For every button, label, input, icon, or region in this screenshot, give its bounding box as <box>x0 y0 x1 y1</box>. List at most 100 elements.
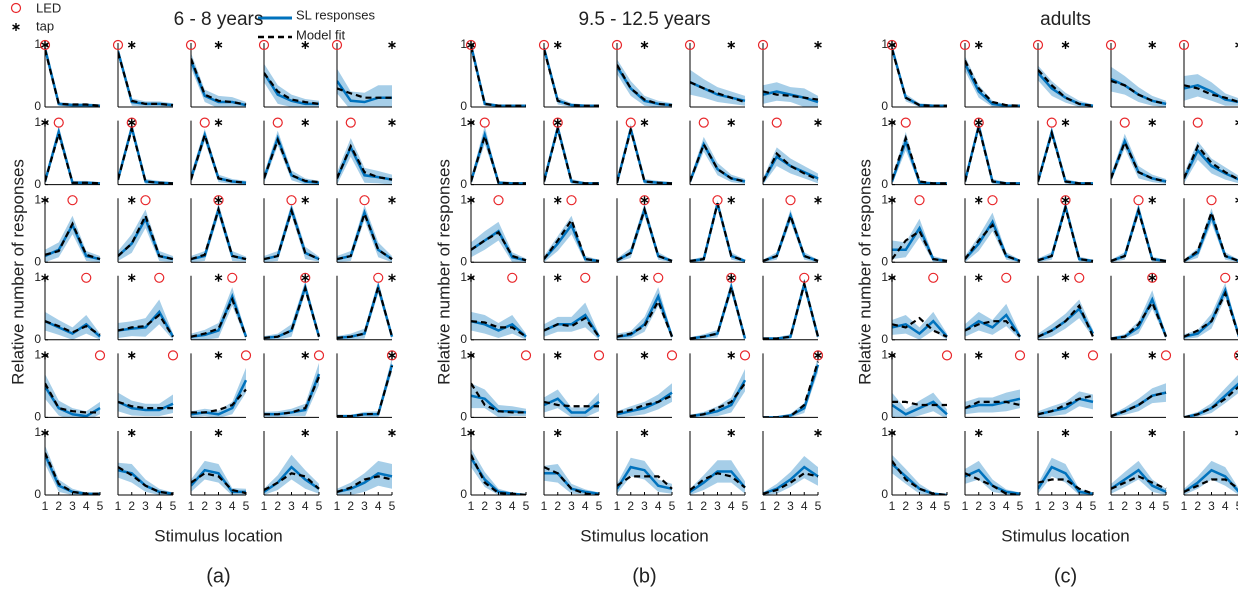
subplot <box>1111 383 1166 417</box>
y-tick-label: 1 <box>460 270 467 284</box>
x-tick-label: 3 <box>1135 499 1142 513</box>
sl-line <box>544 48 599 106</box>
x-tick-label: 1 <box>261 499 268 513</box>
subplot <box>264 363 319 418</box>
led-marker <box>141 196 150 205</box>
subplot <box>1111 461 1166 495</box>
x-tick-label: 3 <box>288 499 295 513</box>
y-tick-label: 1 <box>460 192 467 206</box>
y-tick-label: 0 <box>881 487 888 501</box>
tap-marker <box>389 274 396 282</box>
subplot <box>1038 201 1093 262</box>
fit-line <box>1038 133 1093 183</box>
tap-marker <box>302 119 309 127</box>
x-tick-label: 3 <box>1208 499 1215 513</box>
subplot <box>118 393 173 417</box>
x-tick-label: 1 <box>334 499 341 513</box>
x-tick-label: 5 <box>742 499 749 513</box>
led-marker <box>786 196 795 205</box>
subplot <box>1184 74 1238 106</box>
tap-marker <box>1062 119 1069 127</box>
subplot <box>892 45 947 107</box>
x-axis-label: Stimulus location <box>1001 526 1130 545</box>
tap-marker <box>815 196 822 204</box>
sl-line <box>471 45 526 106</box>
fit-line <box>1038 208 1093 261</box>
subplot <box>763 456 818 495</box>
fit-line <box>617 130 672 183</box>
tap-marker <box>302 351 309 359</box>
error-band <box>544 303 599 340</box>
panel-caption: (c) <box>1054 565 1077 587</box>
tap-marker <box>554 41 561 49</box>
y-tick-label: 0 <box>460 99 467 113</box>
fit-line <box>337 214 392 259</box>
x-tick-label: 5 <box>1090 499 1097 513</box>
subplot <box>965 304 1020 340</box>
tap-marker <box>128 196 135 204</box>
led-marker <box>273 118 282 127</box>
x-tick-label: 2 <box>902 499 909 513</box>
subplot <box>45 45 100 107</box>
panel-title: adults <box>1040 9 1091 30</box>
subplot <box>690 200 745 262</box>
y-tick-label: 1 <box>34 270 41 284</box>
y-tick-label: 0 <box>34 99 41 113</box>
error-band <box>1038 65 1093 107</box>
y-tick-label: 0 <box>881 410 888 424</box>
subplot <box>45 216 100 263</box>
sl-line <box>45 48 100 106</box>
x-tick-label: 4 <box>930 499 937 513</box>
subplot <box>471 43 526 107</box>
y-tick-label: 0 <box>460 332 467 346</box>
error-band <box>892 219 947 262</box>
subplot <box>763 147 818 184</box>
tap-marker <box>975 41 982 49</box>
y-tick-label: 1 <box>881 425 888 439</box>
led-marker <box>522 351 531 360</box>
subplot <box>191 203 246 262</box>
led-marker <box>169 351 178 360</box>
sl-line <box>1038 206 1093 261</box>
led-marker <box>901 118 910 127</box>
tap-marker <box>975 274 982 282</box>
tap-marker <box>728 274 735 282</box>
subplot <box>1184 283 1238 339</box>
error-band <box>471 312 526 340</box>
tap-marker <box>128 351 135 359</box>
led-marker <box>915 196 924 205</box>
panel-caption: (a) <box>206 565 230 587</box>
subplot <box>1184 374 1238 419</box>
tap-marker <box>641 429 648 437</box>
tap-marker <box>728 429 735 437</box>
tap-marker <box>128 274 135 282</box>
x-tick-label: 1 <box>1035 499 1042 513</box>
x-tick-label: 4 <box>302 499 309 513</box>
tap-marker <box>975 429 982 437</box>
fit-line <box>118 129 173 184</box>
x-axis-label: Stimulus location <box>580 526 709 545</box>
tap-marker <box>554 196 561 204</box>
y-tick-label: 0 <box>460 487 467 501</box>
y-tick-label: 1 <box>881 192 888 206</box>
fit-line <box>690 287 745 338</box>
led-marker <box>200 118 209 127</box>
x-tick-label: 2 <box>55 499 62 513</box>
fit-line <box>690 203 745 261</box>
x-tick-label: 5 <box>669 499 676 513</box>
tap-marker <box>389 196 396 204</box>
y-tick-label: 0 <box>34 177 41 191</box>
sl-line <box>45 455 100 494</box>
subplot <box>264 203 319 262</box>
tap-marker <box>1149 196 1156 204</box>
tap-marker <box>215 119 222 127</box>
sl-line <box>264 374 319 414</box>
subplot <box>763 210 818 263</box>
x-tick-label: 4 <box>229 499 236 513</box>
y-axis-label: Relative number of responses <box>855 159 874 385</box>
x-tick-label: 4 <box>1076 499 1083 513</box>
x-tick-label: 1 <box>962 499 969 513</box>
sl-line <box>337 365 392 416</box>
tap-marker <box>554 429 561 437</box>
x-tick-label: 5 <box>243 499 250 513</box>
